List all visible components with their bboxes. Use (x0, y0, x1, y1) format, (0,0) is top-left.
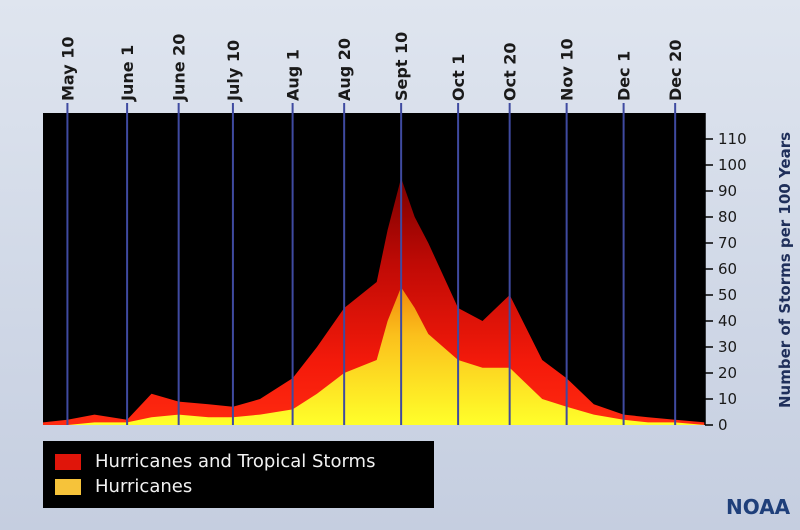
y-tick-label: 0 (718, 416, 728, 434)
x-tick-label: Oct 1 (449, 54, 468, 101)
legend: Hurricanes and Tropical Storms Hurricane… (43, 441, 434, 508)
credit-text: NOAA (726, 495, 791, 519)
y-tick-layer: 0 10 20 30 40 50 60 70 80 90 100 110 (705, 130, 747, 434)
grid-layer (66, 103, 677, 425)
x-tick-label: Dec 1 (615, 51, 634, 101)
x-tick-label: Aug 1 (284, 49, 303, 101)
y-tick-label: 80 (718, 208, 737, 226)
x-tick-label: Dec 20 (666, 40, 685, 101)
x-tick-label: Sept 10 (392, 32, 411, 101)
x-tick-label: Oct 20 (501, 42, 520, 101)
y-tick-label: 30 (718, 338, 737, 356)
area-layer (43, 178, 705, 425)
y-tick-label: 70 (718, 234, 737, 252)
legend-swatch-storms (55, 453, 81, 470)
y-axis-label: Number of Storms per 100 Years (776, 132, 794, 408)
series-area-hurricanes (43, 287, 705, 425)
y-tick-label: 100 (718, 156, 747, 174)
series-area-storms (43, 178, 705, 425)
y-tick-label: 90 (718, 182, 737, 200)
legend-label-hurricanes: Hurricanes (95, 476, 193, 497)
legend-label-storms: Hurricanes and Tropical Storms (95, 451, 376, 472)
x-tick-layer: May 10 June 1 June 20 July 10 Aug 1 Aug 20 Sep… (58, 32, 685, 102)
x-tick-label: May 10 (58, 37, 77, 102)
legend-swatch-hurricanes (55, 478, 81, 495)
legend-item-storms: Hurricanes and Tropical Storms (55, 449, 422, 474)
x-tick-label: June 1 (118, 45, 137, 102)
y-tick-label: 10 (718, 390, 737, 408)
legend-item-hurricanes: Hurricanes (55, 474, 422, 499)
x-tick-label: Nov 10 (558, 38, 577, 101)
y-tick-label: 110 (718, 130, 747, 148)
y-tick-label: 50 (718, 286, 737, 304)
y-tick-label: 20 (718, 364, 737, 382)
x-tick-label: Aug 20 (335, 38, 354, 101)
x-tick-label: July 10 (224, 40, 243, 102)
y-tick-label: 40 (718, 312, 737, 330)
y-tick-label: 60 (718, 260, 737, 278)
x-tick-label: June 20 (170, 34, 189, 102)
